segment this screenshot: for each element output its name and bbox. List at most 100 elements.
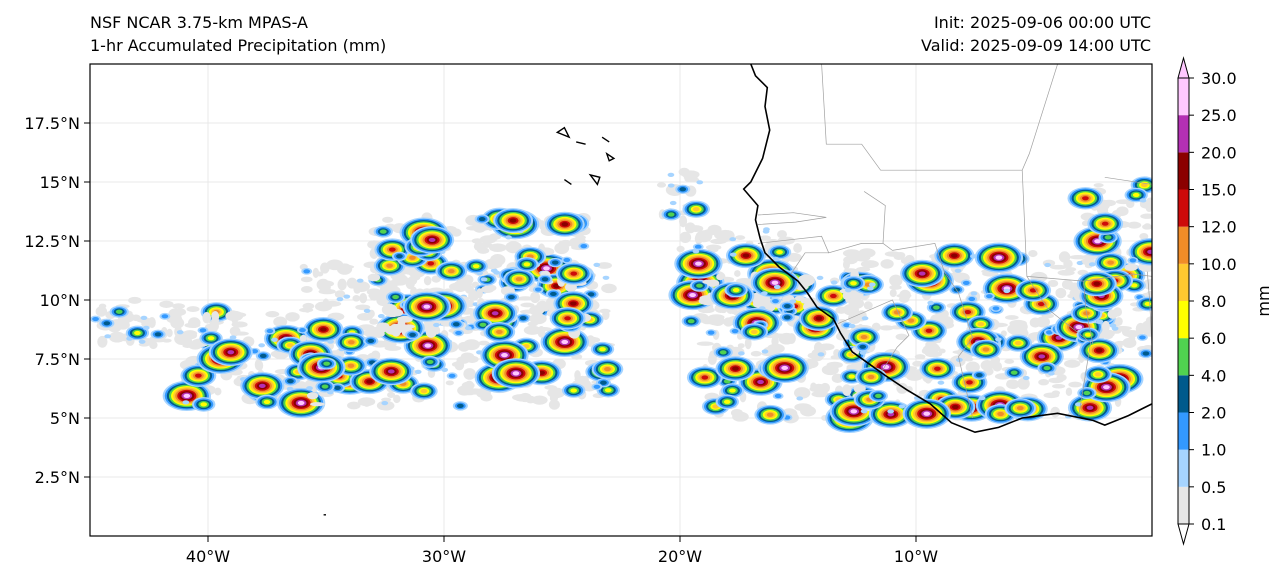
precip-light [1007,324,1021,335]
precip-light [599,308,611,314]
precip-cell [381,401,389,406]
precip-light [369,318,379,325]
precip-cell [1075,402,1082,407]
precip-light [480,285,495,294]
precip-cell [696,283,703,288]
precip-light [736,277,753,285]
lon-tick-label: 10°W [894,547,938,566]
precip-light [601,283,617,294]
precip-light [938,348,946,354]
precip-light [1006,379,1020,390]
precip-cell [1104,235,1112,240]
precip-cell [776,250,783,255]
precip-cell [505,235,512,240]
precip-light [990,322,1008,328]
precip-cell [816,275,824,280]
precip-cell [207,336,215,341]
island-outline [564,179,572,185]
precip-cell [850,281,857,286]
colorbar: 0.1 0.5 1.0 2.0 4.0 6.0 8.0 10.0 12.0 15.0 20.0 25.… [1177,56,1273,546]
country-border [892,243,973,419]
colorbar-tick-label: 4.0 [1201,366,1226,385]
colorbar-swatch [1178,301,1189,339]
precip-cell [396,254,403,259]
island-outline [588,173,601,186]
precip-light [1124,263,1138,271]
lat-tick-label: 7.5°N [35,350,80,369]
precip-cell [817,352,825,357]
precip-light [1047,279,1059,288]
precip-light [270,350,282,358]
precipitation-field [90,167,1152,433]
colorbar-tick-label: 25.0 [1201,106,1237,125]
precip-cell [600,380,607,385]
precip-light [992,361,1003,372]
country-border [1146,271,1152,348]
precip-light [582,375,589,384]
precip-cell [306,386,313,391]
precip-light [299,334,307,342]
precip-cell [176,330,184,335]
precip-light [766,343,785,354]
precip-cell [515,277,523,282]
island-outline [555,126,571,139]
colorbar-swatch [1178,189,1189,227]
precip-light [554,242,570,255]
precip-cell [925,328,933,333]
precip-cell [760,291,768,296]
precip-light [318,281,331,293]
precip-cell [732,288,740,293]
coastline [323,64,1152,516]
precip-light [1038,379,1050,386]
precip-cell [859,350,867,355]
precip-light [710,238,727,245]
precip-light [842,384,852,396]
precip-cell [409,332,416,337]
precip-light [530,291,541,304]
precip-light [425,327,437,338]
precip-cell [367,338,375,344]
precip-cell [563,257,571,263]
precip-cell [954,268,962,273]
precip-light [393,394,401,404]
precip-light [326,259,344,271]
precip-light [812,383,826,393]
colorbar-tick-label: 8.0 [1201,292,1226,311]
precip-cell [496,329,503,335]
precip-cell [761,349,769,354]
precip-cell [386,263,393,268]
precip-cell [154,332,162,337]
lat-tick-label: 15°N [40,173,80,192]
lon-tick-label: 40°W [186,547,230,566]
precip-light [159,300,174,308]
precip-light [1028,249,1038,258]
precip-light [750,350,762,357]
precip-light [520,302,535,308]
precip-light [1036,316,1050,328]
precip-light [863,301,873,310]
precip-cell [781,365,789,371]
precip-light [1128,335,1136,342]
precip-cell [1044,262,1051,268]
lat-tick-label: 12.5°N [24,232,80,251]
precip-cell [519,316,527,321]
precip-light [848,298,865,309]
precip-cell [773,284,781,290]
precip-light [676,245,685,253]
country-borders [757,64,1152,419]
precip-light [334,290,346,299]
precip-cell [687,319,695,324]
precip-light [518,392,532,403]
precip-cell [321,384,329,389]
precip-light [460,387,477,396]
precip-cell [509,218,517,223]
precip-cell [1103,385,1110,390]
precip-cell [784,304,791,309]
precip-cell [227,350,235,355]
precip-light [387,279,405,286]
precip-light [166,328,173,338]
precip-light [759,235,771,241]
precip-light [1135,322,1146,335]
precip-cell [523,262,531,267]
precip-cell [570,388,578,393]
